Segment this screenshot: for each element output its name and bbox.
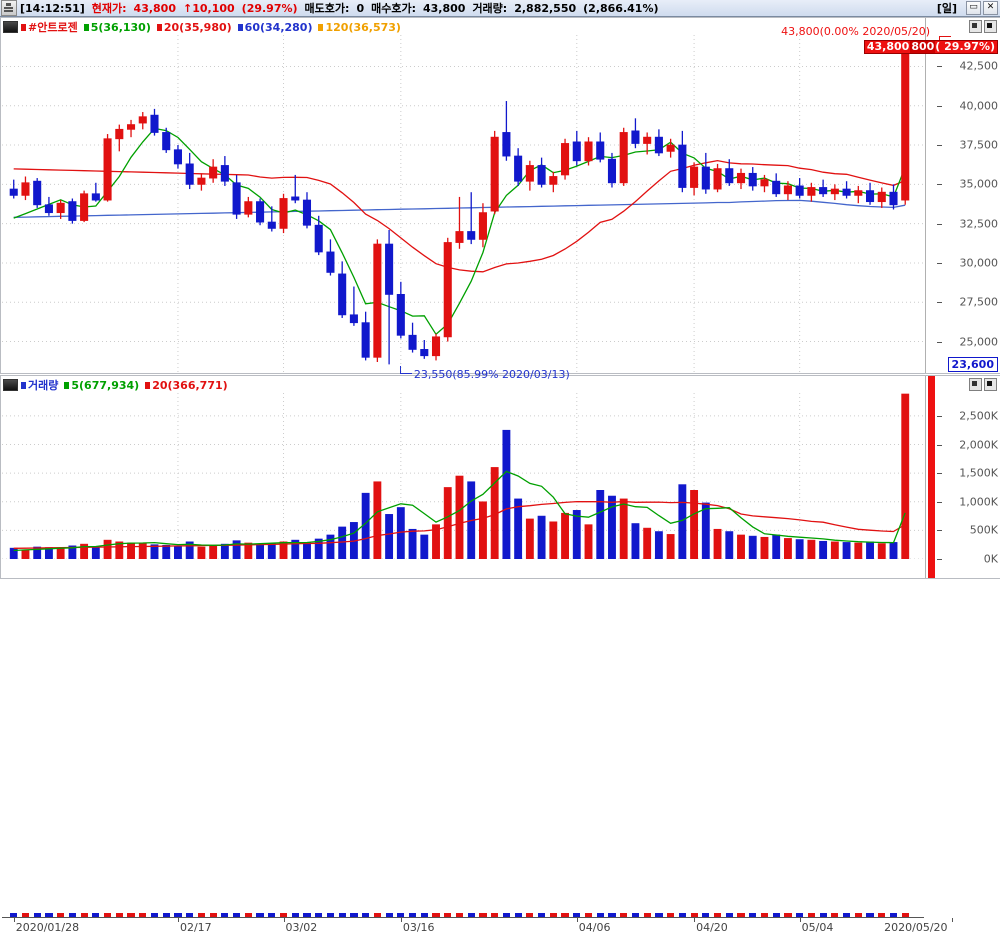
volume-tick-label: 2,000K (959, 438, 998, 452)
price-tick-label: 25,000 (959, 335, 999, 349)
date-tick (694, 918, 696, 922)
volume-pane-close-icon[interactable] (984, 378, 997, 391)
volume-tick (937, 559, 942, 560)
date-label: 02/17 (179, 921, 212, 934)
price-plot-area[interactable] (2, 35, 924, 373)
date-tick (400, 918, 402, 922)
volume-pane-window-buttons[interactable] (967, 378, 997, 391)
period-selector[interactable]: [일] (936, 2, 957, 15)
chart-type-icon[interactable] (3, 21, 18, 33)
date-tick (952, 918, 954, 922)
volume-tick-label: 1,000K (959, 495, 998, 509)
current-price-label: 현재가: (91, 2, 127, 15)
low-price-tag: 23,600 (947, 356, 998, 372)
date-tick (177, 918, 179, 922)
price-change-percent: (29.97%) (241, 1, 298, 15)
date-axis: 2020/01/28 02/17 03/02 03/16 04/06 04/20 05/04… (2, 913, 954, 938)
volume-tick (937, 473, 942, 475)
price-tick (937, 105, 942, 107)
volume-tick (937, 501, 942, 503)
price-tick (937, 302, 942, 304)
minimize-icon[interactable]: ▭ (966, 1, 981, 15)
price-tick (937, 223, 942, 225)
current-price-value: 43,800 (133, 1, 176, 15)
price-tick-label: 27,500 (959, 295, 999, 309)
date-label: 03/16 (402, 921, 435, 934)
date-label: 04/20 (696, 921, 728, 934)
price-axis: 42,500 40,000 37,500 35,000 32,500 30,000 27,5… (925, 18, 1000, 373)
date-label: 2020/05/20 (884, 921, 948, 934)
low-annotation: 23,550(85.99% 2020/03/13) (413, 368, 570, 382)
volume-tick-label: 1,500K (959, 466, 998, 480)
high-annotation: 43,800(0.00% 2020/05/20) (781, 25, 931, 38)
price-pane-window-buttons[interactable] (967, 20, 997, 33)
volume-tick (937, 415, 942, 417)
date-label: 03/02 (285, 921, 318, 934)
price-tick (937, 341, 942, 343)
bid-price-label: 매수호가: (371, 2, 416, 15)
bid-price-value: 43,800 (422, 1, 466, 15)
date-label: 2020/01/28 (15, 921, 80, 934)
volume-value: 2,882,550 (514, 1, 577, 15)
volume-tick-label: 0K (983, 552, 998, 566)
price-tick (937, 66, 942, 68)
volume-axis: 2,500K 2,000K 1,500K 1,000K 500K 0K (925, 376, 1000, 578)
volume-percent: (2,866.41%) (583, 1, 659, 15)
volume-plot-area[interactable] (2, 393, 924, 559)
legend-ma5[interactable]: 5(36,130) (83, 21, 151, 34)
volume-chart-type-icon[interactable] (3, 379, 18, 391)
date-label: 04/06 (578, 921, 611, 934)
volume-position-bar (928, 376, 935, 578)
date-tick (283, 918, 285, 922)
annotation-leader (399, 373, 412, 375)
date-period-markers (2, 913, 924, 918)
volume-legend: 거래량 5(677,934) 20(366,771) (3, 378, 234, 392)
legend-volume-title: 거래량 (21, 377, 58, 393)
volume-chart-pane[interactable]: 거래량 5(677,934) 20(366,771) 2,500K 2,000K 1… (0, 375, 1000, 934)
date-label: 05/04 (801, 921, 834, 934)
clock-time: [14:12:51] (20, 1, 85, 15)
price-pane-close-icon[interactable] (984, 20, 997, 33)
legend-ma60[interactable]: 60(34,280) (237, 21, 312, 34)
volume-tick (937, 530, 942, 532)
current-price-tag: 43,800 800 ( 29.97%) (863, 40, 998, 54)
close-icon[interactable]: ✕ (983, 1, 998, 15)
volume-tick (937, 444, 942, 446)
annotation-leader (399, 366, 401, 375)
legend-vol-ma20[interactable]: 20(366,771) (145, 379, 228, 392)
price-tick-label: 37,500 (959, 138, 999, 152)
legend-vol-ma5[interactable]: 5(677,934) (64, 379, 139, 392)
ask-price-value: 0 (356, 1, 365, 15)
price-change: ↑10,100 (183, 1, 235, 15)
price-legend: #안트로젠 5(36,130) 20(35,980) 60(34,280) 12… (3, 20, 407, 34)
volume-tick-label: 2,500K (959, 409, 998, 423)
price-tick (937, 145, 942, 147)
volume-tick-label: 500K (969, 523, 998, 537)
date-tick (13, 918, 15, 922)
price-tick-label: 35,000 (959, 177, 999, 191)
legend-symbol-name: #안트로젠 (21, 19, 78, 35)
legend-ma20[interactable]: 20(35,980) (156, 21, 232, 34)
date-tick (576, 918, 578, 922)
price-tick-label: 42,500 (959, 59, 999, 73)
window-title-bar: [14:12:51] 현재가: 43,800 ↑10,100 (29.97%) … (0, 0, 1000, 17)
stock-widget-icon (1, 0, 17, 16)
price-tick-label: 30,000 (959, 256, 999, 270)
price-tick (937, 184, 942, 186)
legend-ma120[interactable]: 120(36,573) (318, 21, 401, 34)
price-tick-label: 40,000 (959, 99, 999, 113)
price-chart-pane[interactable]: #안트로젠 5(36,130) 20(35,980) 60(34,280) 12… (0, 17, 1000, 381)
price-tick (937, 262, 942, 264)
volume-label: 거래량: (472, 2, 508, 15)
ask-price-label: 매도호가: (304, 2, 350, 15)
price-tick-label: 32,500 (959, 217, 999, 231)
price-pane-minimize-icon[interactable] (969, 20, 982, 33)
date-tick (799, 918, 801, 922)
annotation-leader (939, 36, 952, 37)
volume-pane-minimize-icon[interactable] (969, 378, 982, 391)
